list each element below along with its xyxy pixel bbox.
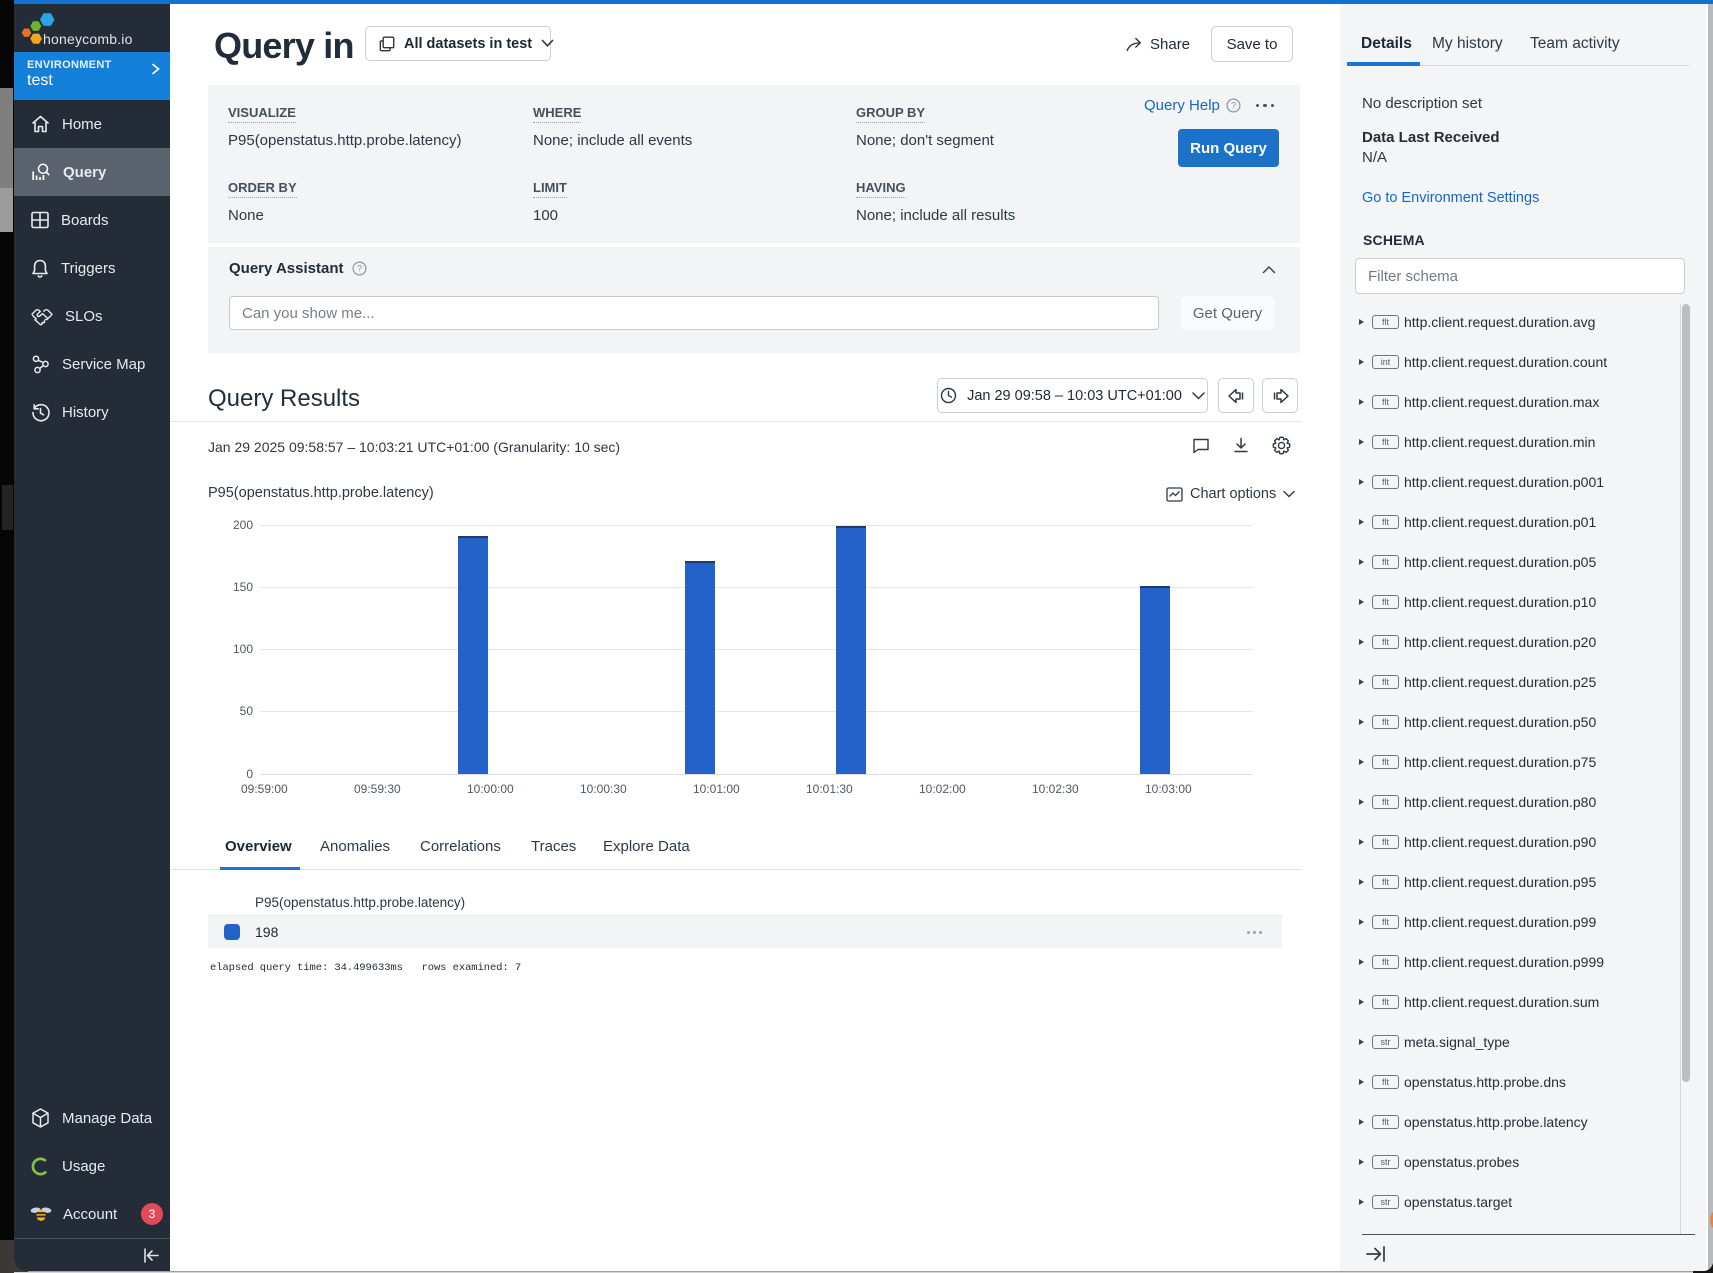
svg-text:?: ? bbox=[1231, 101, 1236, 111]
svg-text:?: ? bbox=[356, 264, 361, 274]
